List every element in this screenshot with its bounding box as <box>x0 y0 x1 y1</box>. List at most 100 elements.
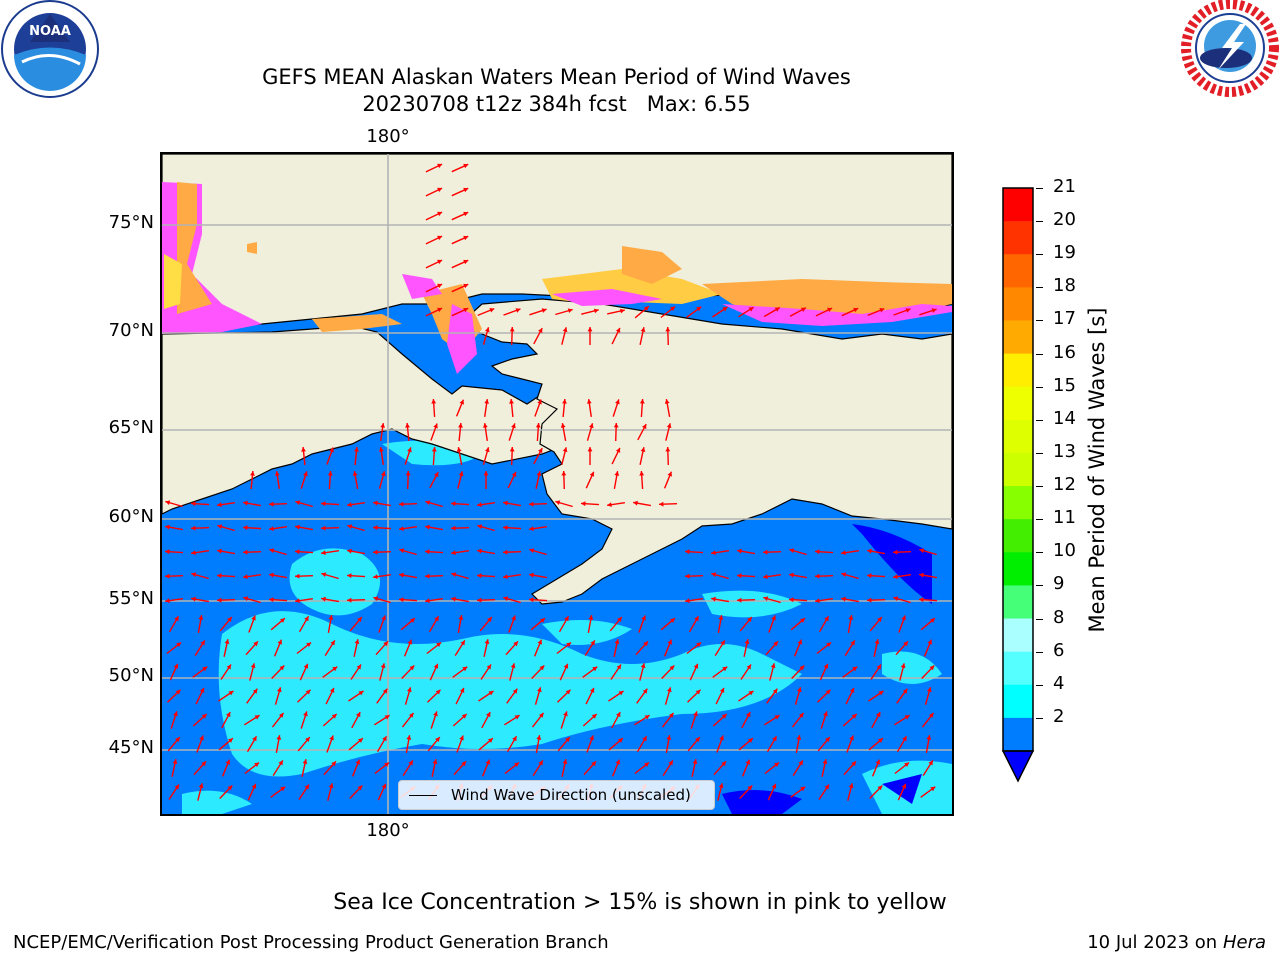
wind-wave-arrow-head <box>330 640 335 646</box>
wind-wave-arrow-head <box>279 665 285 671</box>
wind-wave-arrow-head <box>295 549 300 555</box>
wind-wave-arrow-head <box>850 640 855 646</box>
wind-wave-arrow-head <box>227 617 232 622</box>
wind-wave-arrow-head <box>485 759 490 765</box>
wind-wave-arrow-head <box>328 615 334 620</box>
wind-wave-arrow-head <box>529 597 534 603</box>
plot-title-line2: 20230708 t12z 384h fcst Max: 6.55 <box>362 92 751 116</box>
wind-wave-arrow-head <box>165 598 170 603</box>
wind-wave-arrow-head <box>589 471 595 477</box>
wind-wave-arrow-head <box>538 328 543 334</box>
wind-wave-arrow-head <box>484 399 489 404</box>
wind-wave-arrow-head <box>384 715 390 720</box>
wind-wave-arrow-head <box>567 308 573 313</box>
wind-wave-arrow-head <box>174 616 179 622</box>
wind-wave-arrow-head <box>227 785 233 791</box>
wind-wave-arrow-head <box>665 327 671 332</box>
map-panel <box>160 152 954 816</box>
wind-wave-arrow-head <box>902 736 907 742</box>
colorbar-segment <box>1003 419 1033 454</box>
wind-wave-arrow-head <box>666 735 672 740</box>
wind-wave-arrow-head <box>560 423 566 428</box>
lat-label-55: 55°N <box>108 588 154 609</box>
wind-wave-arrow-head <box>437 235 443 241</box>
colorbar-tick-mark <box>1036 188 1043 189</box>
wind-wave-arrow-head <box>541 308 547 313</box>
wind-wave-arrow-head <box>407 447 412 453</box>
wind-wave-arrow-head <box>513 641 518 647</box>
wind-wave-arrow-head <box>876 712 881 718</box>
wind-wave-arrow-head <box>305 737 310 742</box>
wind-wave-arrow-head <box>800 786 806 792</box>
wind-wave-arrow-head <box>434 616 439 622</box>
colorbar-tick-label: 18 <box>1053 275 1076 297</box>
wind-wave-arrow-head <box>278 760 283 766</box>
colorbar-segment <box>1003 651 1033 686</box>
wind-wave-arrow-head <box>347 597 352 603</box>
lat-label-75: 75°N <box>108 212 154 233</box>
wind-wave-arrow-head <box>696 306 702 312</box>
wind-wave-arrow-head <box>355 759 360 765</box>
wind-wave-arrow-head <box>503 574 508 579</box>
wind-wave-arrow-head <box>407 687 412 693</box>
wind-wave-arrow-head <box>695 689 701 695</box>
wind-wave-arrow-head <box>770 663 776 669</box>
wind-wave-arrow-head <box>667 687 672 693</box>
wind-wave-arrow-head <box>848 615 854 620</box>
wind-wave-arrow-head <box>737 548 742 554</box>
wind-wave-arrow-head <box>202 666 208 672</box>
wind-wave-arrow-head <box>356 664 361 670</box>
wind-wave-arrow-head <box>876 664 881 670</box>
wind-wave-arrow-head <box>380 663 386 669</box>
wind-wave-arrow-head <box>463 211 469 217</box>
wind-wave-arrow-head <box>250 663 256 669</box>
wind-wave-arrow-head <box>591 714 597 719</box>
wind-wave-arrow-head <box>225 759 230 765</box>
wind-wave-arrow-head <box>798 760 803 766</box>
wind-wave-arrow-head <box>815 598 820 603</box>
wind-wave-arrow-head <box>930 786 936 792</box>
wind-wave-arrow-head <box>425 524 430 530</box>
wind-wave-arrow-head <box>434 472 439 478</box>
wind-wave-arrow-head <box>745 759 750 765</box>
colorbar-tick-mark <box>1036 651 1043 653</box>
wind-wave-arrow-head <box>399 548 405 553</box>
colorbar-tick-label: 16 <box>1053 341 1076 363</box>
wind-wave-arrow-head <box>280 786 286 792</box>
colorbar-tick-mark <box>1036 320 1043 322</box>
wind-wave-arrow-head <box>901 615 906 621</box>
wind-wave-arrow-head <box>748 307 754 312</box>
wind-wave-arrow-head <box>198 615 204 620</box>
wind-wave-arrow-head <box>399 572 404 578</box>
wind-wave-arrow-head <box>587 399 592 404</box>
wind-wave-arrow-head <box>217 597 222 603</box>
wind-wave-arrow-head <box>537 687 542 693</box>
footer-right: 10 Jul 2023 on Hera <box>1087 932 1266 953</box>
colorbar-tick-mark <box>1036 618 1043 620</box>
wind-wave-arrow-head <box>399 526 404 531</box>
wind-wave-arrow-head <box>618 738 623 743</box>
wind-wave-arrow-head <box>243 549 248 555</box>
colorbar-segment <box>1003 452 1033 487</box>
wind-wave-arrow-head <box>435 737 440 742</box>
lon-label-bottom: 180° <box>366 820 410 841</box>
wind-wave-arrow-head <box>431 399 437 404</box>
wind-wave-arrow-head <box>748 691 754 696</box>
wind-wave-arrow-head <box>329 447 334 453</box>
wind-wave-arrow-head <box>435 689 441 695</box>
wind-wave-arrow-head <box>199 735 204 741</box>
wind-wave-arrow-head <box>250 471 255 476</box>
wind-wave-arrow-head <box>399 597 404 603</box>
wind-wave-arrow-head <box>379 447 384 452</box>
wind-wave-arrow-head <box>399 501 404 507</box>
colorbar-tick-label: 4 <box>1053 672 1065 694</box>
map-canvas <box>162 154 952 814</box>
wind-wave-arrow-head <box>347 573 352 579</box>
wind-wave-arrow-head <box>900 663 906 669</box>
wind-wave-arrow-head <box>405 423 410 428</box>
wind-wave-arrow-head <box>772 736 777 742</box>
wind-wave-arrow-head <box>352 471 358 476</box>
wind-wave-arrow-head <box>477 548 482 554</box>
colorbar-label: Mean Period of Wind Waves [s] <box>1085 307 1109 633</box>
wind-wave-arrow-head <box>433 663 439 669</box>
